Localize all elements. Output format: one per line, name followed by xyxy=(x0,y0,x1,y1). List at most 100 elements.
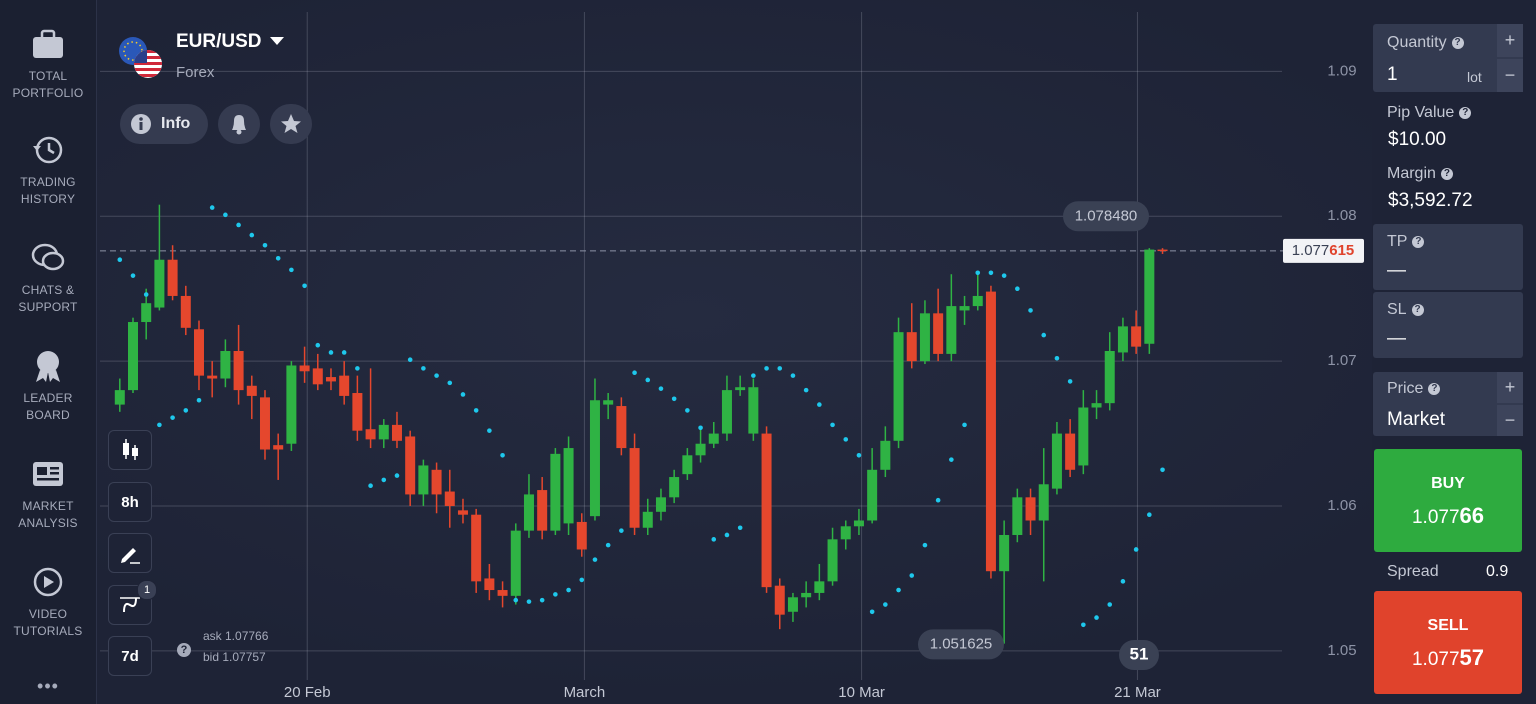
indicator-icon xyxy=(120,597,140,613)
candle-body xyxy=(154,259,165,308)
currency-flags xyxy=(119,37,162,78)
icon-briefcase xyxy=(33,29,63,58)
candle-body xyxy=(510,530,521,596)
sar-dot xyxy=(883,602,888,607)
candle-body xyxy=(405,436,416,495)
nav-more[interactable]: ••• xyxy=(37,676,59,696)
price-plus[interactable]: + xyxy=(1497,372,1523,403)
sar-dot xyxy=(1094,615,1099,620)
nav-chats[interactable]: CHATS & SUPPORT xyxy=(0,242,96,316)
candle-icon xyxy=(123,439,138,460)
candle-body xyxy=(1025,497,1036,521)
high-label: 1.078480 xyxy=(1075,207,1138,224)
info-button[interactable]: Info xyxy=(120,104,208,144)
draw-button[interactable] xyxy=(108,533,152,573)
sar-dot xyxy=(962,422,967,428)
symbol-selector[interactable]: EUR/USD xyxy=(176,31,286,53)
y-tick-label: 1.09 xyxy=(1327,62,1356,79)
sar-dot xyxy=(1054,355,1060,361)
candle-body xyxy=(985,291,996,572)
nav-label-line: TRADING xyxy=(20,175,76,189)
quantity-minus[interactable]: − xyxy=(1497,59,1523,92)
quantity-input[interactable]: Quantity? 1 lot + − xyxy=(1373,24,1523,92)
sar-dot xyxy=(830,422,835,428)
nav-portfolio[interactable]: TOTAL PORTFOLIO xyxy=(0,28,96,102)
icon-news xyxy=(33,462,63,486)
candle-body xyxy=(972,295,983,307)
sar-dot xyxy=(209,205,215,210)
sar-dot xyxy=(170,415,175,420)
ask-price: ask 1.07766 xyxy=(203,629,269,643)
current-price-label: 1.077615 xyxy=(1292,242,1355,259)
candle-body xyxy=(933,313,944,354)
nav-leaderboard[interactable]: LEADER BOARD xyxy=(0,350,96,424)
pip-value-label: Pip Value xyxy=(1387,104,1455,121)
range-button[interactable]: 7d xyxy=(108,636,152,676)
help-icon: ? xyxy=(1412,236,1425,248)
sl-label: SL xyxy=(1387,301,1407,318)
chart-type-button[interactable] xyxy=(108,430,152,470)
sar-dot xyxy=(447,380,453,386)
sar-dot xyxy=(1041,332,1047,338)
sar-dot xyxy=(1120,579,1126,584)
sar-dot xyxy=(685,408,690,413)
countdown: 51 xyxy=(1130,644,1149,663)
candle-body xyxy=(906,332,917,362)
tp-input[interactable]: TP? — xyxy=(1373,224,1523,290)
sell-price: 1.07757 xyxy=(1374,645,1522,671)
period-button[interactable]: 8h xyxy=(108,482,152,522)
candle-body xyxy=(339,375,350,396)
sar-dot xyxy=(1107,602,1113,607)
icon-chat xyxy=(31,243,65,271)
candle-body xyxy=(550,453,561,531)
buy-label: BUY xyxy=(1431,475,1465,492)
candle-body xyxy=(1065,433,1076,470)
candle-body xyxy=(299,365,310,372)
candle-body xyxy=(484,578,495,591)
candle-body xyxy=(695,443,706,456)
indicator-button[interactable] xyxy=(108,585,152,625)
candle-body xyxy=(1131,326,1142,347)
sar-dot xyxy=(434,373,439,378)
nav-label: VIDEO TUTORIALS xyxy=(0,606,96,640)
nav-analysis[interactable]: MARKET ANALYSIS xyxy=(0,458,96,532)
candle-body xyxy=(352,393,363,431)
help-icon: ? xyxy=(1440,168,1453,180)
favorite-button[interactable] xyxy=(270,104,312,144)
nav-label: TOTAL PORTFOLIO xyxy=(0,68,96,102)
sl-value: — xyxy=(1387,328,1406,349)
price-input[interactable]: Price? Market + − xyxy=(1373,372,1523,436)
sl-input[interactable]: SL? — xyxy=(1373,292,1523,358)
current-price-main: 1.077 xyxy=(1292,242,1330,259)
candle-body xyxy=(1104,351,1115,404)
sar-dot xyxy=(1067,379,1073,384)
help-icon: ? xyxy=(1428,383,1441,395)
sar-dot xyxy=(671,396,677,402)
alert-button[interactable] xyxy=(218,104,260,144)
sar-dot xyxy=(553,592,558,597)
y-tick-label: 1.06 xyxy=(1327,497,1356,514)
nav-history[interactable]: TRADING HISTORY xyxy=(0,134,96,208)
sell-button[interactable]: SELL 1.07757 xyxy=(1374,591,1522,694)
candle-body xyxy=(1012,497,1023,535)
help-icon: ? xyxy=(1451,37,1464,49)
candle-body xyxy=(735,387,746,391)
help-icon: ? xyxy=(177,643,191,657)
buy-button[interactable]: BUY 1.07766 xyxy=(1374,449,1522,552)
sar-dot xyxy=(698,425,703,431)
candle-body xyxy=(523,494,534,531)
sar-dot xyxy=(460,392,466,397)
tp-label-row: TP? xyxy=(1387,233,1425,251)
price-minus[interactable]: − xyxy=(1497,405,1523,436)
candle-body xyxy=(669,477,680,498)
icon-history xyxy=(33,136,63,164)
info-icon xyxy=(131,114,151,134)
candle-body xyxy=(919,313,930,362)
sar-dot xyxy=(579,577,585,583)
sar-dot xyxy=(130,273,136,278)
candle-body xyxy=(576,521,587,550)
sar-dot xyxy=(394,473,400,478)
quantity-plus[interactable]: + xyxy=(1497,24,1523,57)
nav-tutorials[interactable]: VIDEO TUTORIALS xyxy=(0,566,96,640)
